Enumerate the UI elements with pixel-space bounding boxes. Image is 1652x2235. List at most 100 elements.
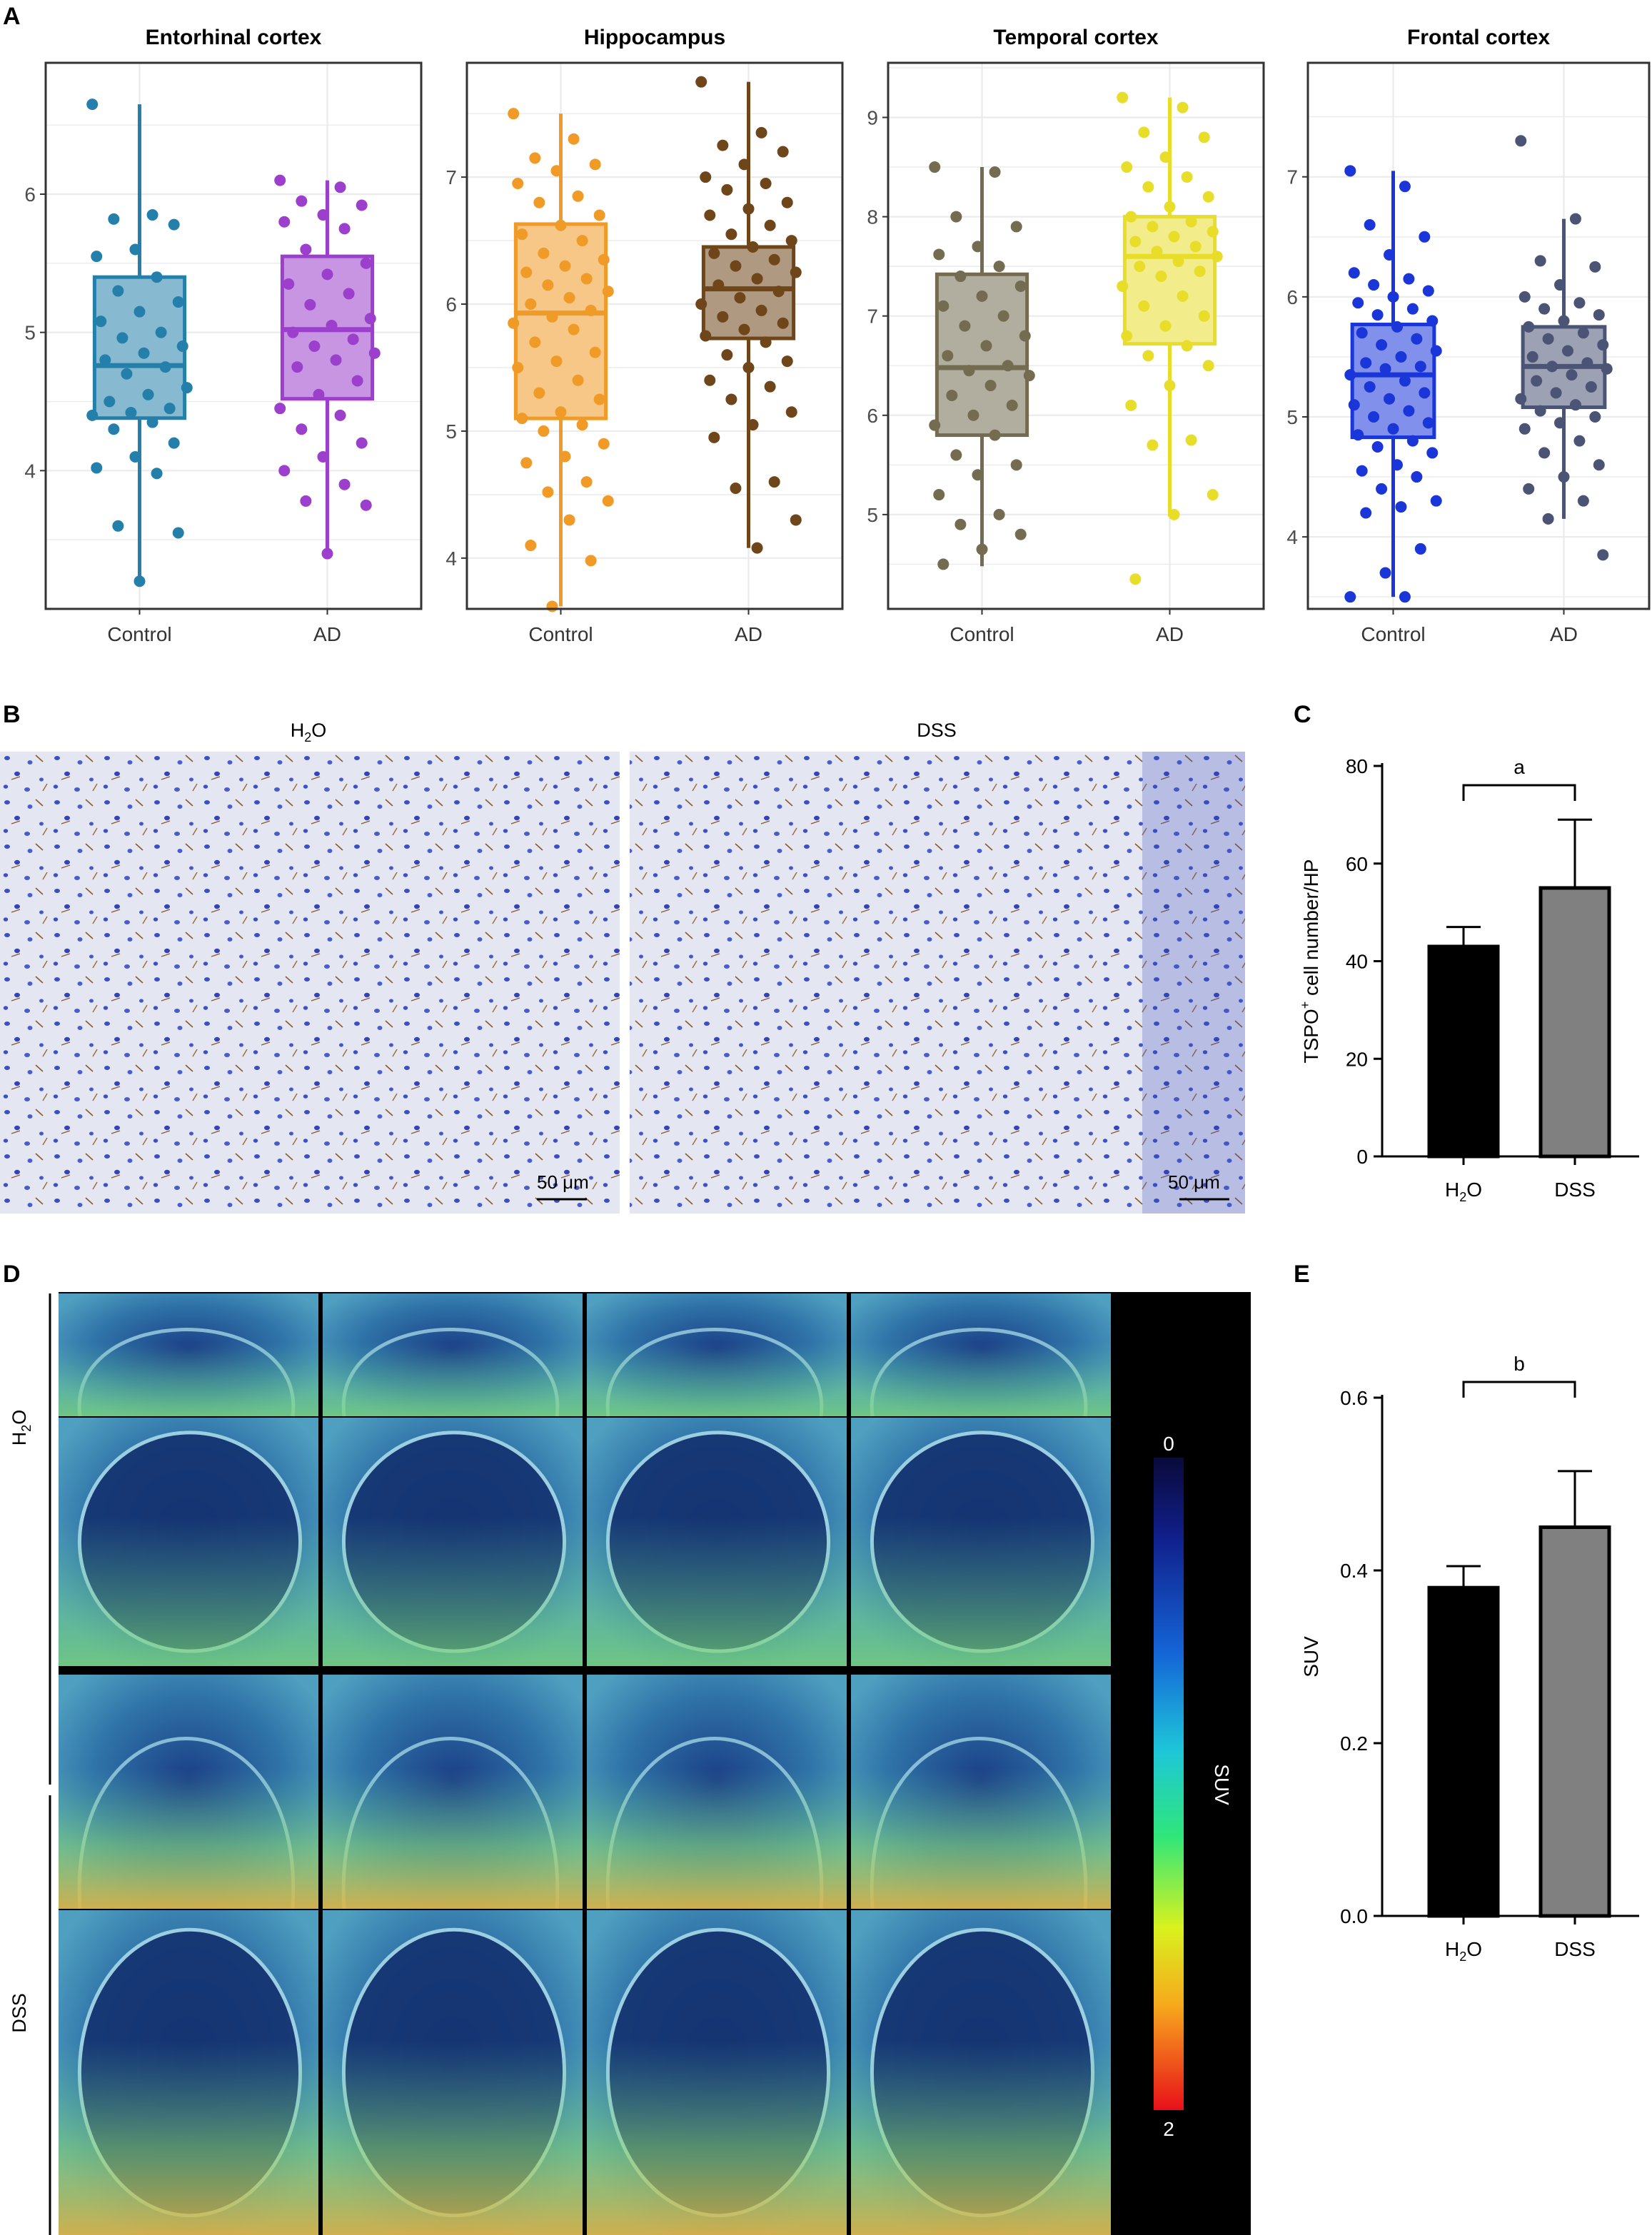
data-point xyxy=(1348,399,1360,411)
pet-tile xyxy=(59,1418,318,1666)
y-tick-label: 4 xyxy=(24,460,36,482)
data-point xyxy=(1344,369,1356,381)
data-point xyxy=(1387,291,1399,303)
data-point xyxy=(1189,241,1202,253)
data-point xyxy=(283,278,295,290)
x-tick-label: Control xyxy=(528,623,593,645)
data-point xyxy=(529,152,541,164)
pet-tile xyxy=(587,1910,847,2235)
data-point xyxy=(781,196,793,208)
data-point xyxy=(1411,471,1423,483)
data-point xyxy=(1384,249,1396,261)
panel-c-bar-chart: 0 20 40 60 80 TSPO+ cell number/HP H2O DSS a xyxy=(1298,755,1639,1204)
data-point xyxy=(1006,399,1018,411)
pet-tile xyxy=(323,1675,583,1909)
data-point xyxy=(1198,131,1210,143)
plot-frame xyxy=(887,61,1265,610)
data-point xyxy=(172,527,184,539)
data-point xyxy=(1577,327,1589,339)
data-point xyxy=(1014,280,1027,292)
panel-b-micrographs: H2O DSS 50 μm 50 μm xyxy=(0,720,1245,1214)
y-tick-label: 0 xyxy=(1356,1146,1368,1168)
panel-label-a: A xyxy=(3,3,21,30)
data-point xyxy=(1569,213,1581,225)
data-point xyxy=(790,514,802,526)
box-control xyxy=(508,108,614,612)
data-point xyxy=(1426,447,1439,459)
box-ad xyxy=(1117,91,1223,585)
micrograph-label-dss: DSS xyxy=(917,720,957,741)
data-point xyxy=(1185,434,1197,446)
data-point xyxy=(1546,360,1558,373)
data-point xyxy=(946,389,958,401)
data-point xyxy=(1129,573,1142,585)
data-point xyxy=(146,416,158,428)
data-point xyxy=(742,203,755,215)
data-point xyxy=(730,482,742,494)
x-tick-label: AD xyxy=(735,623,762,645)
data-point xyxy=(1379,363,1391,375)
data-point xyxy=(1515,135,1527,147)
panel-label-d: D xyxy=(3,1261,21,1288)
plot-frame xyxy=(465,61,844,610)
data-point xyxy=(159,361,171,373)
data-point xyxy=(712,279,725,291)
data-point xyxy=(790,266,802,278)
data-point xyxy=(356,437,368,449)
data-point xyxy=(764,380,776,393)
data-point xyxy=(1360,357,1372,369)
data-point xyxy=(937,558,950,570)
data-point xyxy=(1207,489,1219,501)
data-point xyxy=(347,333,359,345)
data-point xyxy=(1597,549,1609,561)
data-point xyxy=(563,292,575,304)
suv-colorbar xyxy=(1154,1458,1184,2110)
data-point xyxy=(1589,261,1601,273)
data-point xyxy=(933,248,945,261)
data-point xyxy=(334,181,346,193)
data-point xyxy=(86,409,99,421)
data-point xyxy=(1399,181,1411,193)
data-point xyxy=(1181,340,1193,352)
data-point xyxy=(112,520,124,532)
data-point xyxy=(751,542,763,554)
chart-title: Hippocampus xyxy=(584,26,725,49)
data-point xyxy=(134,575,146,587)
data-point xyxy=(1117,91,1129,104)
data-point xyxy=(1422,417,1434,429)
data-point xyxy=(1518,291,1531,303)
data-point xyxy=(1125,211,1137,223)
data-point xyxy=(550,165,563,177)
data-point xyxy=(700,171,712,183)
data-point xyxy=(751,273,763,285)
data-point xyxy=(1593,309,1605,321)
data-point xyxy=(163,403,176,415)
box-iqr xyxy=(1350,323,1436,440)
data-point xyxy=(1573,435,1586,447)
data-point xyxy=(112,285,124,297)
data-point xyxy=(1391,321,1403,333)
significance-label: b xyxy=(1514,1353,1525,1375)
y-tick-label: 0.6 xyxy=(1340,1387,1368,1409)
data-point xyxy=(1125,399,1137,411)
data-point xyxy=(738,158,750,171)
boxplot-0: Entorhinal cortex 4 5 6 Control AD xyxy=(24,26,423,645)
pet-tiles xyxy=(59,1293,1111,2235)
data-point xyxy=(781,355,793,368)
data-point xyxy=(734,292,746,304)
box-control xyxy=(929,161,1035,570)
data-point xyxy=(1523,321,1535,333)
x-tick-label: Control xyxy=(107,623,171,645)
data-point xyxy=(1121,161,1133,173)
data-point xyxy=(1430,345,1442,357)
data-point xyxy=(1406,435,1419,447)
boxplot-3: Frontal cortex 4 5 6 7 Control AD xyxy=(1286,26,1651,645)
data-point xyxy=(1419,387,1431,399)
data-point xyxy=(559,450,571,463)
y-tick-label: 7 xyxy=(867,306,878,328)
data-point xyxy=(1526,350,1538,363)
colorbar-title: SUV xyxy=(1211,1764,1233,1805)
data-point xyxy=(356,199,368,211)
data-point xyxy=(730,260,742,272)
